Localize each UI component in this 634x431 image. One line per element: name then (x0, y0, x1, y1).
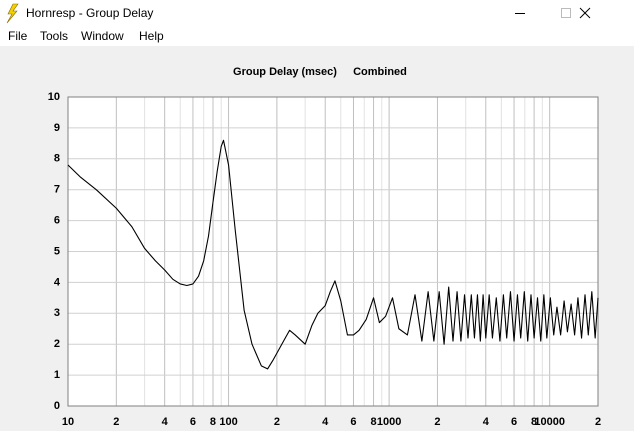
x-tick-label: 8 (370, 416, 376, 428)
chart-subtitle: Combined (353, 66, 407, 78)
x-tick-label: 6 (350, 416, 356, 428)
plot-border (67, 96, 599, 407)
menu-bar: File Tools Window Help (0, 27, 634, 46)
x-tick-label: 6 (190, 416, 196, 428)
y-tick-label: 0 (54, 400, 60, 412)
x-tick-label: 100 (219, 416, 237, 428)
x-tick-label: 10000 (534, 416, 565, 428)
chart-title: Group Delay (msec) (233, 66, 337, 78)
y-tick-label: 6 (54, 215, 60, 227)
x-tick-label: 6 (511, 416, 517, 428)
data-line (67, 139, 599, 370)
y-tick-label: 10 (48, 91, 60, 103)
window-title: Hornresp - Group Delay (26, 6, 154, 20)
app-icon (6, 3, 19, 24)
menu-item[interactable]: Tools (40, 29, 69, 43)
x-tick-label: 8 (210, 416, 216, 428)
maximize-button[interactable] (561, 8, 571, 18)
y-tick-label: 9 (54, 122, 60, 134)
title-bar-icons (6, 3, 591, 24)
menu-item[interactable]: Window (81, 29, 124, 43)
menu-item[interactable]: Help (139, 29, 164, 43)
y-tick-label: 5 (54, 245, 60, 257)
x-tick-label: 2 (595, 416, 601, 428)
y-tick-label: 8 (54, 153, 60, 165)
x-tick-label: 8 (531, 416, 537, 428)
x-tick-label: 1000 (377, 416, 401, 428)
menu-item[interactable]: File (8, 29, 28, 43)
x-tick-label: 4 (162, 416, 169, 428)
title-bar: Hornresp - Group Delay (0, 0, 634, 27)
x-tick-label: 2 (434, 416, 440, 428)
y-tick-label: 4 (54, 276, 61, 288)
x-tick-label: 4 (483, 416, 490, 428)
y-tick-label: 7 (54, 184, 60, 196)
x-tick-label: 2 (113, 416, 119, 428)
y-tick-label: 1 (54, 369, 60, 381)
y-tick-label: 2 (54, 338, 60, 350)
x-tick-label: 2 (274, 416, 280, 428)
x-tick-label: 4 (322, 416, 329, 428)
y-tick-label: 3 (54, 307, 60, 319)
x-tick-label: 10 (62, 416, 74, 428)
close-button[interactable] (579, 7, 591, 19)
